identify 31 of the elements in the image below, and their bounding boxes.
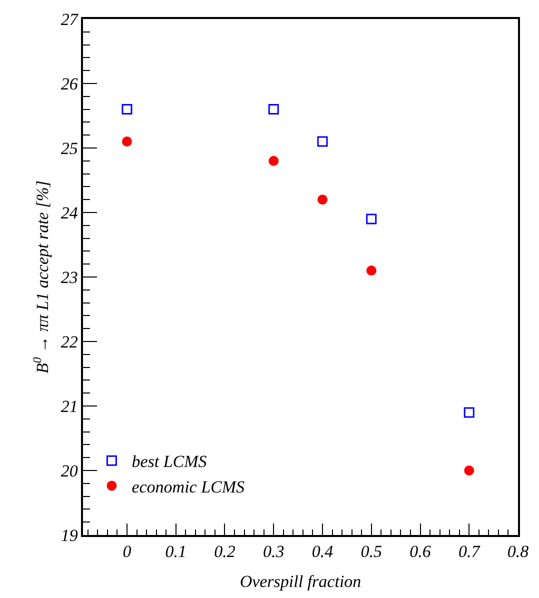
x-tick-label: 0.1 bbox=[165, 542, 186, 562]
point bbox=[317, 136, 328, 147]
point bbox=[317, 194, 328, 205]
point bbox=[464, 407, 474, 418]
legend-label: best LCMS bbox=[132, 452, 208, 472]
point bbox=[268, 156, 279, 166]
point bbox=[366, 266, 376, 276]
x-tick-label: 0.3 bbox=[262, 542, 284, 562]
point bbox=[122, 104, 132, 115]
y-tick-label: 25 bbox=[60, 138, 78, 158]
x-tick-label: 0.4 bbox=[312, 542, 334, 562]
x-axis-title: Overspill fraction bbox=[240, 572, 362, 592]
x-tick-label: 0.5 bbox=[360, 542, 382, 562]
x-tick-label: 0.2 bbox=[214, 542, 236, 562]
point bbox=[464, 466, 474, 476]
point bbox=[268, 104, 279, 115]
x-tick-label: 0 bbox=[122, 542, 132, 562]
y-tick-label: 24 bbox=[60, 203, 78, 222]
x-tick-label: 0.6 bbox=[410, 542, 432, 562]
y-tick-label: 26 bbox=[60, 74, 78, 94]
legend-label: economic LCMS bbox=[132, 477, 246, 496]
point bbox=[366, 214, 377, 224]
point bbox=[122, 136, 132, 147]
y-tick-label: 20 bbox=[60, 461, 78, 480]
y-tick-label: 27 bbox=[60, 10, 80, 29]
x-tick-label: 0.7 bbox=[458, 542, 482, 562]
y-tick-label: 22 bbox=[60, 332, 78, 352]
y-tick-label: 23 bbox=[60, 268, 78, 287]
y-tick-label: 21 bbox=[60, 396, 78, 416]
x-tick-label: 0.8 bbox=[507, 542, 530, 562]
y-tick-label: 19 bbox=[60, 526, 78, 545]
